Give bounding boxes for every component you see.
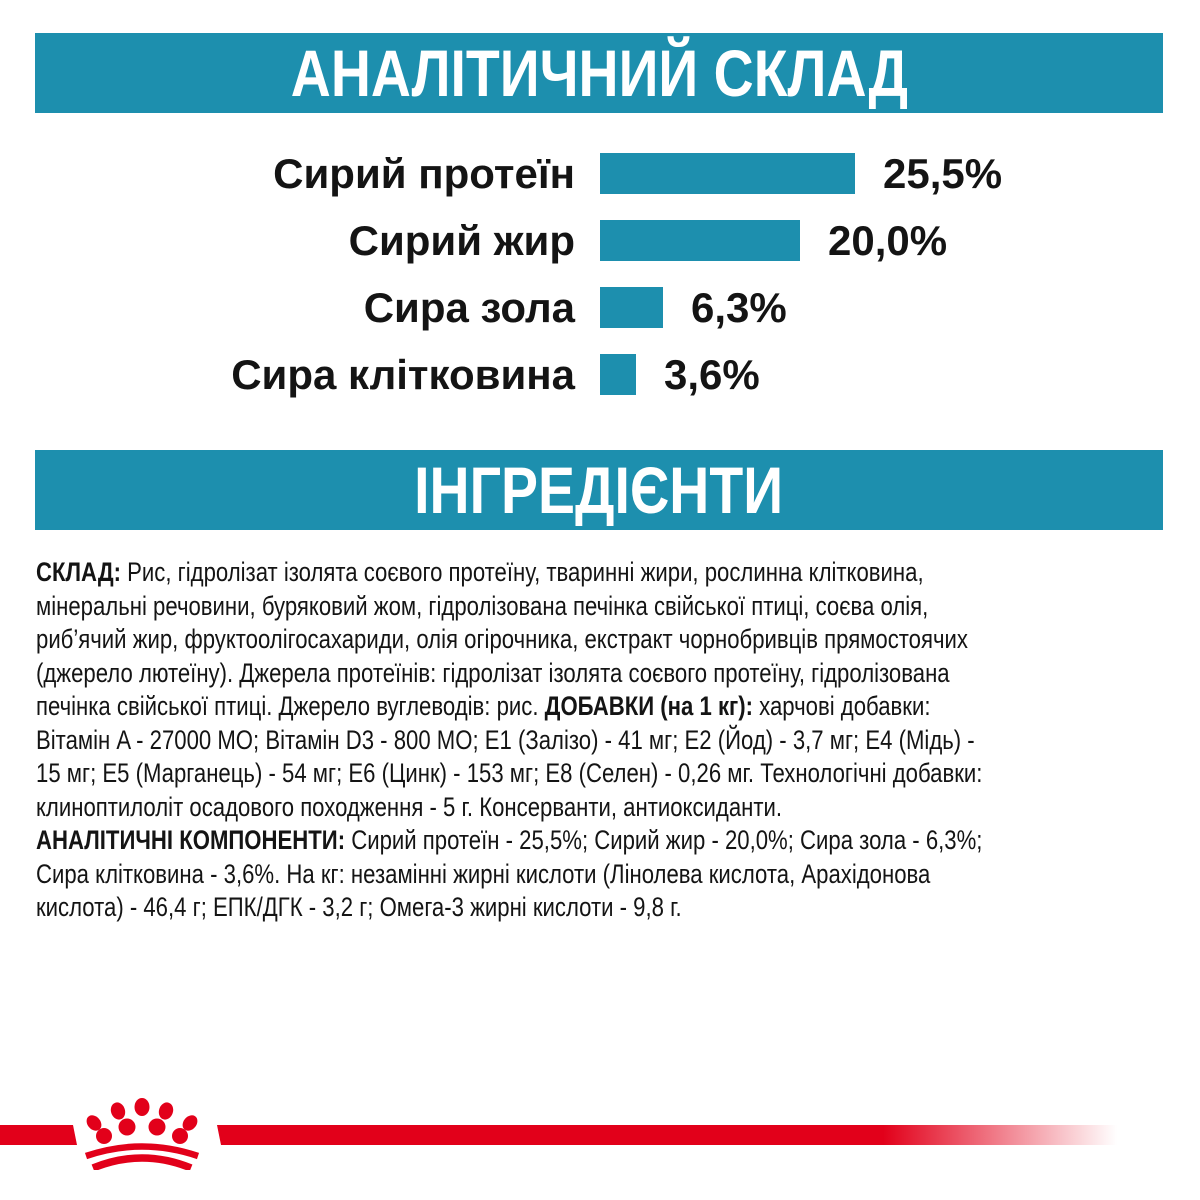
text-line: кислота) - 46,4 г; ЕПК/ДГК - 3,2 г; Омег… [36, 892, 682, 922]
footer-stripe-left [0, 1125, 77, 1145]
chart-bar [600, 220, 800, 261]
text-line: Сира клітковина - 3,6%. На кг: незамінні… [36, 858, 931, 889]
chart-bar [600, 153, 855, 194]
chart-category-label: Сирий протеїн [273, 149, 575, 197]
text-line: мінеральні речовини, буряковий жом, гідр… [36, 590, 929, 621]
chart-row: Сира зола 6,3% [0, 274, 1200, 341]
chart-value-label: 6,3% [691, 283, 787, 331]
chart-row: Сира клітковина 3,6% [0, 341, 1200, 408]
text-line: (джерело лютеїну). Джерела протеїнів: гі… [36, 657, 950, 688]
text-line: печінка свійської птиці. Джерело вуглево… [36, 691, 931, 721]
text-line: АНАЛІТИЧНІ КОМПОНЕНТИ: Сирий протеїн - 2… [36, 825, 983, 855]
chart-value-label: 20,0% [828, 216, 948, 264]
chart-value-label: 25,5% [883, 149, 1003, 197]
chart-category-label: Сирий жир [348, 216, 575, 264]
text-line: 15 мг; E5 (Марганець) - 54 мг; E6 (Цинк)… [36, 758, 983, 788]
ingredients-title: ІНГРЕДІЄНТИ [414, 453, 784, 527]
chart-bar [600, 287, 663, 328]
text-line: риб’ячий жир, фруктоолігосахариди, олія … [36, 624, 968, 654]
text-line: Вітамін A - 27000 МО; Вітамін D3 - 800 М… [36, 724, 975, 755]
text-line: СКЛАД: Рис, гідролізат ізолята соєвого п… [36, 557, 924, 587]
royal-canin-crown-icon [84, 1098, 200, 1170]
analytical-composition-title: АНАЛІТИЧНИЙ СКЛАД [290, 36, 908, 110]
ingredients-banner: ІНГРЕДІЄНТИ [35, 450, 1163, 530]
analytical-chart: Сирий протеїн 25,5% Сирий жир 20,0% Сира зол… [0, 140, 1200, 408]
ingredients-text: СКЛАД: Рис, гідролізат ізолята соєвого п… [36, 556, 1164, 925]
chart-row: Сирий протеїн 25,5% [0, 140, 1200, 207]
chart-bar [600, 354, 636, 395]
chart-category-label: Сира зола [363, 283, 575, 331]
chart-value-label: 3,6% [664, 350, 760, 398]
analytical-composition-banner: АНАЛІТИЧНИЙ СКЛАД [35, 33, 1163, 113]
footer-stripe-right [217, 1125, 1117, 1145]
chart-category-label: Сира клітковина [231, 350, 575, 398]
text-line: клиноптилоліт осадового походження - 5 г… [36, 791, 783, 822]
chart-row: Сирий жир 20,0% [0, 207, 1200, 274]
